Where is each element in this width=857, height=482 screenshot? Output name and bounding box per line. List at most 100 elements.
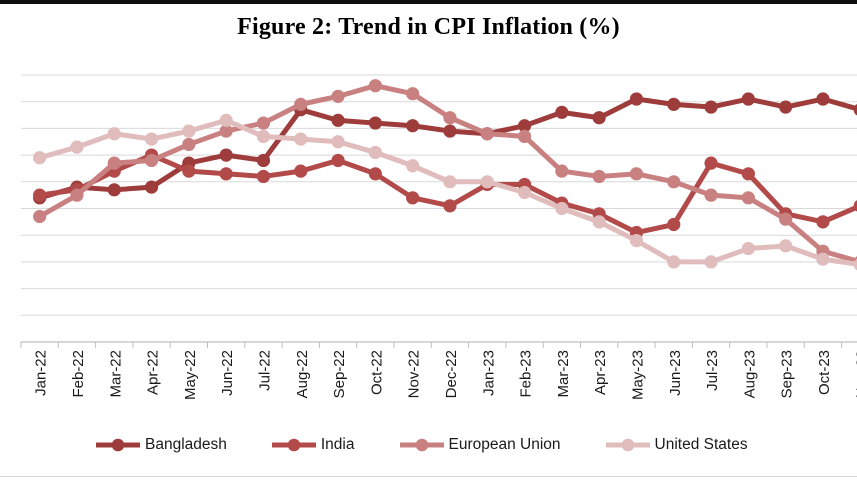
data-point-india-oct-22 <box>368 167 382 181</box>
data-point-india-aug-23 <box>741 167 755 181</box>
data-point-united-states-sep-22 <box>331 135 345 149</box>
chart-legend: Bangladesh India European Union United S… <box>95 437 748 453</box>
data-point-united-states-feb-23 <box>517 185 532 200</box>
legend-label-european-union: European Union <box>448 436 561 453</box>
x-tick-label: Jun-23 <box>667 350 684 396</box>
united-states-line-marker-icon <box>605 438 650 452</box>
x-tick-label: Apr-22 <box>145 350 162 395</box>
x-tick-label: May-22 <box>182 350 199 400</box>
data-point-united-states-oct-22 <box>368 145 382 160</box>
data-point-european-union-sep-22 <box>331 89 345 103</box>
data-point-european-union-aug-23 <box>741 191 755 205</box>
chart-title: Figure 2: Trend in CPI Inflation (%) <box>237 14 620 40</box>
data-point-european-union-oct-22 <box>368 79 382 93</box>
data-point-bangladesh-jul-23 <box>704 100 718 114</box>
data-point-bangladesh-mar-22 <box>107 183 121 197</box>
x-tick-label: Mar-22 <box>107 350 124 398</box>
data-point-bangladesh-jul-22 <box>256 153 271 168</box>
data-point-bangladesh-feb-23 <box>517 119 532 133</box>
data-point-india-jun-22 <box>219 167 233 181</box>
data-point-united-states-jan-23 <box>480 175 494 189</box>
x-tick-label: Nov-22 <box>406 350 423 398</box>
data-point-european-union-jan-22 <box>33 209 47 224</box>
data-point-european-union-jun-22 <box>219 124 233 138</box>
data-point-bangladesh-sep-22 <box>331 113 345 127</box>
data-point-united-states-aug-23 <box>741 241 755 256</box>
data-point-united-states-apr-22 <box>144 132 159 146</box>
data-point-european-union-mar-22 <box>107 156 121 170</box>
data-point-bangladesh-sep-23 <box>779 100 793 114</box>
data-point-european-union-jul-22 <box>256 116 271 130</box>
data-point-india-oct-23 <box>816 215 830 229</box>
legend-item-united-states: United States <box>605 437 748 453</box>
bangladesh-line-marker-icon <box>96 438 140 452</box>
data-point-united-states-sep-23 <box>779 239 793 253</box>
data-point-european-union-sep-23 <box>779 212 793 226</box>
x-tick-label: Jan-22 <box>33 350 50 396</box>
data-point-european-union-aug-22 <box>294 97 308 111</box>
data-point-united-states-apr-23 <box>592 215 606 229</box>
data-point-united-states-jul-23 <box>704 255 718 269</box>
data-point-india-nov-22 <box>406 191 420 205</box>
x-tick-label: Oct-23 <box>816 350 833 395</box>
data-point-european-union-jul-23 <box>704 188 718 202</box>
data-point-india-jan-22 <box>33 188 47 202</box>
data-point-european-union-nov-22 <box>406 87 420 101</box>
data-point-bangladesh-apr-23 <box>592 111 606 125</box>
data-point-european-union-apr-22 <box>144 153 159 168</box>
x-tick-label: Nov-23 <box>853 350 857 398</box>
data-point-united-states-jun-22 <box>219 113 233 127</box>
x-tick-label: Sep-23 <box>779 350 796 398</box>
data-point-united-states-oct-23 <box>816 252 830 266</box>
legend-label-india: India <box>320 436 355 453</box>
data-point-india-jun-23 <box>667 217 681 232</box>
india-line-marker-icon <box>271 438 316 452</box>
legend-item-european-union: European Union <box>399 437 561 453</box>
legend-label-united-states: United States <box>654 436 748 453</box>
data-point-united-states-dec-22 <box>443 175 457 189</box>
data-point-bangladesh-may-23 <box>629 92 644 106</box>
x-tick-label: Aug-22 <box>294 350 311 398</box>
x-tick-label: Feb-22 <box>70 350 87 398</box>
x-tick-label: Jul-23 <box>704 350 721 391</box>
data-point-european-union-feb-23 <box>517 129 532 144</box>
data-point-bangladesh-mar-23 <box>555 105 569 119</box>
data-point-united-states-may-22 <box>182 124 196 138</box>
data-point-bangladesh-nov-23 <box>853 103 857 116</box>
data-point-european-union-may-23 <box>629 167 644 181</box>
data-point-united-states-mar-22 <box>107 127 121 141</box>
data-point-european-union-apr-23 <box>592 169 606 184</box>
data-point-united-states-jun-23 <box>667 255 681 269</box>
data-point-india-jul-23 <box>704 156 718 170</box>
data-point-united-states-aug-22 <box>294 132 308 146</box>
data-point-bangladesh-dec-22 <box>443 124 457 138</box>
x-tick-label: Mar-23 <box>555 350 572 398</box>
data-point-united-states-jul-22 <box>256 129 271 144</box>
data-point-bangladesh-oct-22 <box>368 116 382 130</box>
x-tick-label: Oct-22 <box>368 350 385 395</box>
x-tick-label: Aug-23 <box>741 350 758 398</box>
data-point-bangladesh-jun-23 <box>667 97 681 111</box>
legend-label-bangladesh: Bangladesh <box>145 436 227 453</box>
x-tick-label: Dec-22 <box>443 350 460 398</box>
data-point-united-states-feb-22 <box>70 140 84 154</box>
data-point-european-union-mar-23 <box>555 164 569 178</box>
data-point-bangladesh-apr-22 <box>144 180 159 194</box>
series-line-united-states <box>37 117 857 267</box>
x-tick-label: May-23 <box>629 350 646 400</box>
data-point-united-states-mar-23 <box>555 201 569 216</box>
x-tick-label: Feb-23 <box>518 350 535 398</box>
data-point-bangladesh-aug-23 <box>741 92 755 106</box>
data-point-india-jul-22 <box>256 169 271 184</box>
bottom-divider <box>0 476 857 477</box>
top-border-bar <box>0 0 857 4</box>
series-line-india <box>37 152 857 236</box>
data-point-european-union-feb-22 <box>70 188 84 202</box>
data-point-bangladesh-jun-22 <box>219 148 233 162</box>
data-point-european-union-jun-23 <box>667 175 681 189</box>
data-point-european-union-dec-22 <box>443 111 457 125</box>
x-tick-label: Sep-22 <box>331 350 348 398</box>
x-tick-label: Jan-23 <box>480 350 497 396</box>
data-point-european-union-may-22 <box>182 137 196 152</box>
